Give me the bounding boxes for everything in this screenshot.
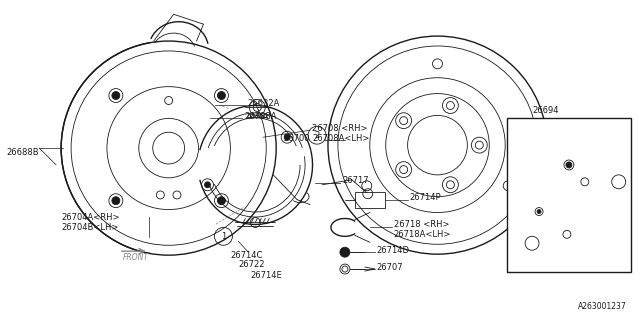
Text: 26704A<RH>: 26704A<RH> xyxy=(61,213,120,222)
Text: 26788A: 26788A xyxy=(527,147,556,156)
Text: 26717: 26717 xyxy=(342,176,369,185)
Text: 26708 <RH>: 26708 <RH> xyxy=(312,124,367,133)
Text: 2: 2 xyxy=(616,179,621,185)
Text: 26700: 26700 xyxy=(283,134,310,143)
Text: FRONT: FRONT xyxy=(123,253,149,262)
Circle shape xyxy=(340,264,350,274)
Circle shape xyxy=(284,134,290,140)
Text: 26694: 26694 xyxy=(532,106,559,115)
Circle shape xyxy=(205,182,211,188)
Text: 26704B<LH>: 26704B<LH> xyxy=(61,223,118,232)
Text: 1: 1 xyxy=(221,232,226,241)
Text: 26708A<LH>: 26708A<LH> xyxy=(312,134,369,143)
Text: 26632A: 26632A xyxy=(527,136,556,145)
Circle shape xyxy=(537,210,541,213)
Text: 26632A: 26632A xyxy=(247,99,280,108)
Text: 26714E: 26714E xyxy=(250,271,282,281)
Text: 26642: 26642 xyxy=(550,168,577,177)
Text: 26714P: 26714P xyxy=(410,193,441,202)
Text: 26688B: 26688B xyxy=(6,148,39,156)
Circle shape xyxy=(522,168,536,181)
Text: 26714D: 26714D xyxy=(377,246,410,255)
Bar xyxy=(355,192,385,208)
Circle shape xyxy=(524,171,532,179)
Circle shape xyxy=(218,197,225,205)
Circle shape xyxy=(112,197,120,205)
Circle shape xyxy=(340,247,350,257)
Text: 26718 <RH>: 26718 <RH> xyxy=(394,220,449,229)
Bar xyxy=(507,118,630,272)
Text: A263001237: A263001237 xyxy=(578,302,627,311)
Text: 26722: 26722 xyxy=(238,260,265,268)
Text: 26788A: 26788A xyxy=(244,112,277,121)
Text: 1: 1 xyxy=(530,240,534,246)
Text: 26707: 26707 xyxy=(377,263,403,272)
Circle shape xyxy=(566,162,572,168)
Text: 26714C: 26714C xyxy=(230,251,263,260)
Text: 2: 2 xyxy=(314,131,319,140)
Circle shape xyxy=(218,92,225,100)
Text: 26718A<LH>: 26718A<LH> xyxy=(394,230,451,239)
Circle shape xyxy=(112,92,120,100)
